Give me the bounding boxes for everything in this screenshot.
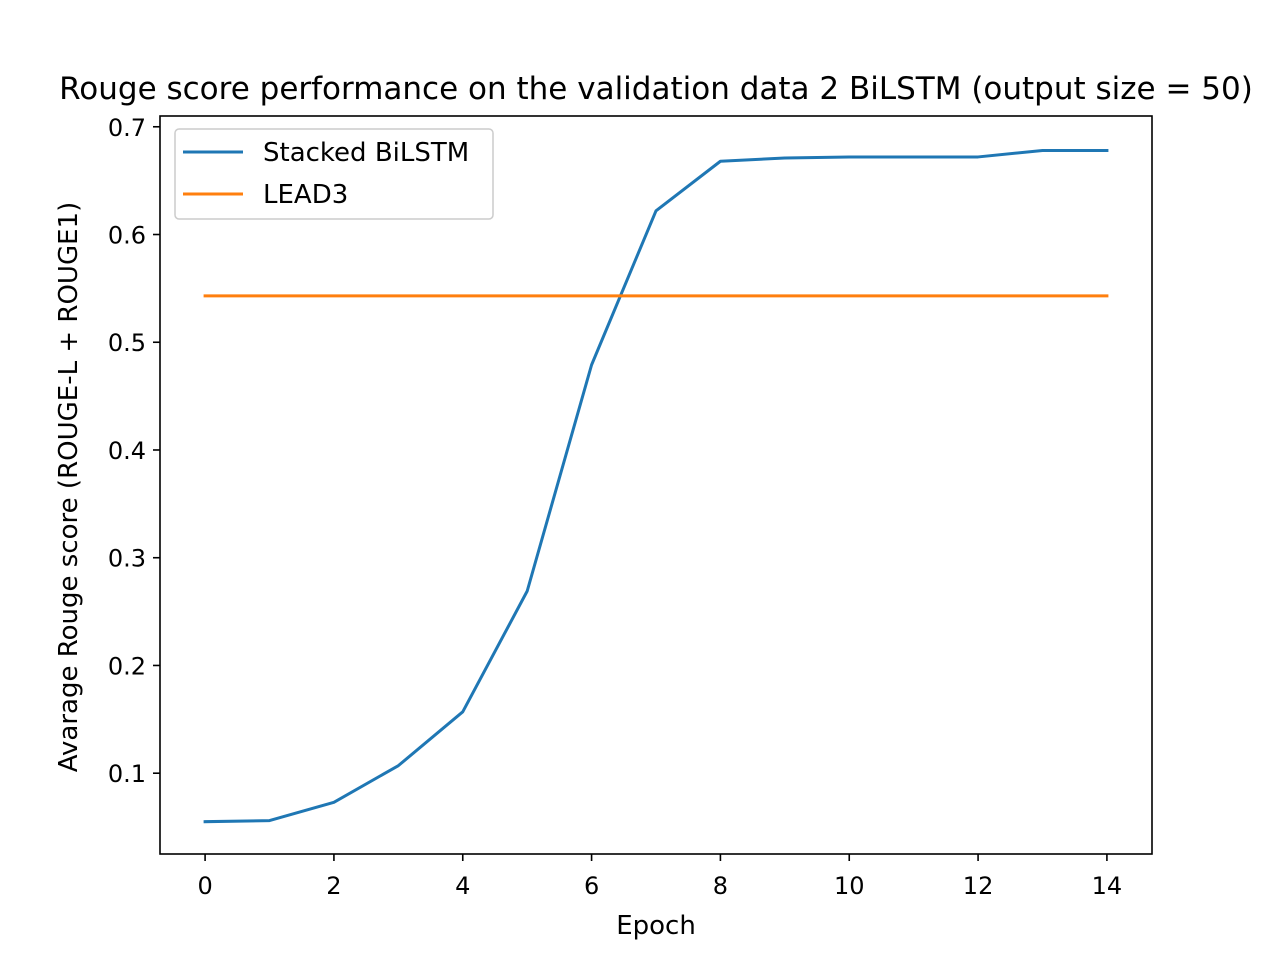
chart-title: Rouge score performance on the validatio… (59, 71, 1253, 107)
x-tick-label: 8 (713, 872, 728, 900)
legend: Stacked BiLSTM LEAD3 (174, 128, 494, 220)
plot-frame (159, 115, 1153, 855)
y-tick-label: 0.7 (108, 114, 146, 142)
y-tick-label: 0.2 (108, 652, 146, 680)
x-axis-label: Epoch (616, 911, 696, 941)
y-tick-label: 0.6 (108, 222, 146, 250)
legend-label-lead3: LEAD3 (263, 180, 348, 210)
x-axis: 0 2 4 6 8 10 12 14 (197, 854, 1122, 900)
legend-box (174, 128, 494, 220)
y-axis: 0.1 0.2 0.3 0.4 0.5 0.6 0.7 (108, 114, 160, 788)
x-tick-label: 10 (834, 872, 865, 900)
y-tick-label: 0.3 (108, 545, 146, 573)
y-tick-label: 0.5 (108, 329, 146, 357)
series-line-stacked-bilstm (203, 148, 1109, 824)
series-group (203, 148, 1109, 824)
x-tick-label: 4 (455, 872, 470, 900)
x-tick-label: 14 (1092, 872, 1123, 900)
x-tick-label: 0 (197, 872, 212, 900)
y-tick-label: 0.1 (108, 760, 146, 788)
y-tick-label: 0.4 (108, 437, 146, 465)
y-axis-label: Avarage Rouge score (ROUGE-L + ROUGE1) (54, 202, 84, 772)
legend-label-stacked-bilstm: Stacked BiLSTM (263, 138, 469, 168)
x-tick-label: 12 (963, 872, 994, 900)
x-tick-label: 2 (326, 872, 341, 900)
x-tick-label: 6 (584, 872, 599, 900)
